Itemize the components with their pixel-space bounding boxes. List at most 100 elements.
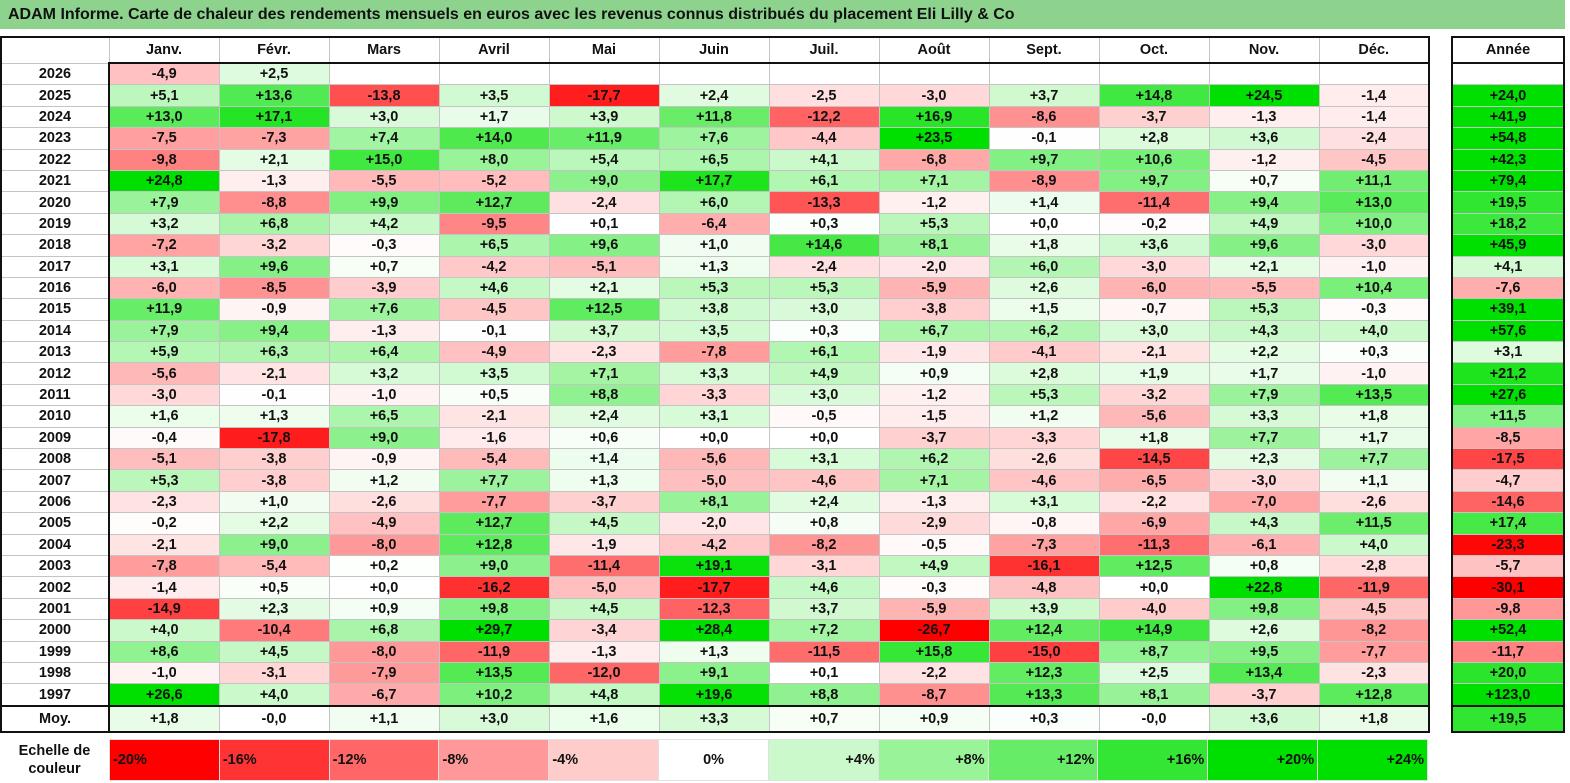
heatmap-cell: -3,7 — [548, 490, 660, 514]
heatmap-cell: -3,0 — [1318, 234, 1430, 257]
heatmap-cell: +0,0 — [658, 426, 770, 450]
heatmap-cell: -8,7 — [878, 683, 990, 707]
heatmap-cell: -7,9 — [328, 661, 440, 685]
table-row: 2015 +11,9 -0,9 +7,6 -4,5 +12,5 +3,8 +3,0 -3,8 +1… — [0, 298, 1430, 321]
year-label: 2026 — [0, 62, 110, 86]
heatmap-cell: -5,4 — [218, 554, 330, 578]
heatmap-cell: +6,5 — [438, 234, 550, 257]
heatmap-cell: +4,0 — [1318, 319, 1430, 343]
heatmap-cell: +5,3 — [658, 276, 770, 300]
heatmap-cell: -0,7 — [1098, 298, 1210, 321]
heatmap-cell: +6,1 — [768, 169, 880, 193]
table-row: 2025 +5,1 +13,6 -13,8 +3,5 -17,7 +2,4 -2,5 -3,0 +… — [0, 84, 1430, 107]
heatmap-cell: +8,8 — [548, 383, 660, 407]
heatmap-cell: -2,3 — [1318, 661, 1430, 685]
heatmap-cell: +11,9 — [548, 127, 660, 150]
heatmap-cell: +5,3 — [768, 276, 880, 300]
heatmap-cell: -2,3 — [108, 490, 220, 514]
heatmap-cell: -6,1 — [1208, 533, 1320, 556]
table-row: 2012 -5,6 -2,1 +3,2 +3,5 +7,1 +3,3 +4,9 +0,9 +2,8… — [0, 362, 1430, 385]
year-label: 2024 — [0, 105, 110, 129]
heatmap-cell: +9,9 — [328, 191, 440, 214]
annual-cell: +41,9 — [1451, 105, 1565, 129]
heatmap-cell: -1,9 — [548, 533, 660, 556]
heatmap-cell — [768, 62, 880, 86]
table-row: 2001 -14,9 +2,3 +0,9 +9,8 +4,5 -12,3 +3,7 -5,9 +3… — [0, 597, 1430, 621]
heatmap-cell: -6,7 — [328, 683, 440, 707]
heatmap-cell: -5,9 — [878, 276, 990, 300]
heatmap-cell: +3,3 — [658, 362, 770, 385]
heatmap-cell: -3,0 — [878, 84, 990, 107]
table-corner — [1, 37, 109, 63]
heatmap-cell — [1318, 62, 1430, 86]
average-row: Moy. +1,8 -0,0 +1,1 +3,0 +1,6 +3,3 +0,7 +0,9 +0,3… — [0, 704, 1430, 733]
heatmap-cell: +1,4 — [988, 191, 1100, 214]
heatmap-cell: +15,8 — [878, 640, 990, 663]
year-label: 2006 — [0, 490, 110, 514]
heatmap-cell: -11,3 — [1098, 533, 1210, 556]
heatmap-cell: +1,3 — [218, 405, 330, 428]
heatmap-cell: +1,0 — [658, 234, 770, 257]
heatmap-cell: +7,1 — [878, 469, 990, 492]
heatmap-cell: +9,8 — [1208, 597, 1320, 621]
heatmap-cell: +12,7 — [438, 512, 550, 535]
heatmap-cell: +1,3 — [658, 255, 770, 278]
heatmap-cell: +11,8 — [658, 105, 770, 129]
heatmap-cell: -2,8 — [1318, 554, 1430, 578]
heatmap-cell: +2,3 — [218, 597, 330, 621]
heatmap-cell: +8,1 — [658, 490, 770, 514]
heatmap-cell: -16,1 — [988, 554, 1100, 578]
heatmap-cell: -2,0 — [878, 255, 990, 278]
annual-cell: -11,7 — [1451, 640, 1565, 663]
heatmap-cell: -4,1 — [988, 341, 1100, 364]
heatmap-cell: +4,0 — [108, 619, 220, 642]
heatmap-cell: +4,1 — [768, 148, 880, 171]
heatmap-cell: -2,0 — [658, 512, 770, 535]
heatmap-cell: +0,7 — [328, 255, 440, 278]
heatmap-cell: +0,5 — [438, 383, 550, 407]
heatmap-cell: +10,4 — [1318, 276, 1430, 300]
heatmap-cell: +10,6 — [1098, 148, 1210, 171]
heatmap-cell: -1,4 — [1318, 84, 1430, 107]
heatmap-cell: +13,4 — [1208, 661, 1320, 685]
heatmap-cell: -8,8 — [218, 191, 330, 214]
heatmap-cell: -5,4 — [438, 448, 550, 471]
heatmap-cell: +13,6 — [218, 84, 330, 107]
color-scale-label-line2: couleur — [28, 761, 81, 777]
heatmap-cell: +2,4 — [658, 84, 770, 107]
annual-cell: +19,5 — [1451, 191, 1565, 214]
heatmap-cell: +0,1 — [548, 212, 660, 236]
table-row: 1998 -1,0 -3,1 -7,9 +13,5 -12,0 +9,1 +0,1 -2,2 +1… — [0, 661, 1430, 685]
heatmap-cell: -16,2 — [438, 576, 550, 599]
heatmap-cell: -1,4 — [1318, 105, 1430, 129]
heatmap-cell: +6,1 — [768, 341, 880, 364]
year-label: 1999 — [0, 640, 110, 663]
heatmap-cell: -3,1 — [768, 554, 880, 578]
heatmap-cell: +6,0 — [658, 191, 770, 214]
heatmap-cell: +26,6 — [108, 683, 220, 707]
heatmap-cell: +3,5 — [658, 319, 770, 343]
heatmap-cell: +4,9 — [768, 362, 880, 385]
color-scale-swatch: +24% — [1317, 739, 1428, 781]
heatmap-cell: -1,0 — [328, 383, 440, 407]
heatmap-cell: +3,5 — [438, 362, 550, 385]
column-header-month: Avril — [438, 36, 550, 64]
heatmap-cell: -1,2 — [1208, 148, 1320, 171]
year-label: 2013 — [0, 341, 110, 364]
annual-cell: +52,4 — [1451, 619, 1565, 642]
heatmap-cell — [548, 62, 660, 86]
heatmap-cell: -3,7 — [1098, 105, 1210, 129]
table-row: 2013 +5,9 +6,3 +6,4 -4,9 -2,3 -7,8 +6,1 -1,9 -4,1… — [0, 341, 1430, 364]
heatmap-cell: -12,0 — [548, 661, 660, 685]
heatmap-cell: +9,7 — [1098, 169, 1210, 193]
heatmap-cell: -7,2 — [108, 234, 220, 257]
page-title: ADAM Informe. Carte de chaleur des rende… — [8, 6, 1015, 23]
heatmap-cell: -8,0 — [328, 640, 440, 663]
heatmap-cell: -2,4 — [548, 191, 660, 214]
heatmap-cell: -3,7 — [878, 426, 990, 450]
heatmap-cell: +1,4 — [548, 448, 660, 471]
table-row: 2022 -9,8 +2,1 +15,0 +8,0 +5,4 +6,5 +4,1 -6,8 +9,… — [0, 148, 1430, 171]
heatmap-cell: +0,9 — [328, 597, 440, 621]
year-label: 2025 — [0, 84, 110, 107]
heatmap-cell: -1,3 — [878, 490, 990, 514]
